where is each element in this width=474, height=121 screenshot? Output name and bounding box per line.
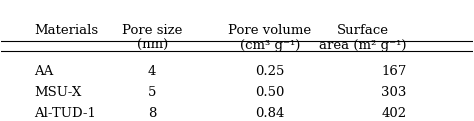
Text: 0.50: 0.50 [255, 86, 285, 99]
Text: Materials: Materials [35, 24, 99, 37]
Text: AA: AA [35, 65, 54, 79]
Text: 8: 8 [148, 107, 156, 120]
Text: 303: 303 [381, 86, 407, 99]
Text: 5: 5 [148, 86, 156, 99]
Text: Surface
area (m² g⁻¹): Surface area (m² g⁻¹) [319, 24, 407, 52]
Text: Pore size
(nm): Pore size (nm) [122, 24, 182, 52]
Text: 402: 402 [382, 107, 407, 120]
Text: 167: 167 [381, 65, 407, 79]
Text: Pore volume
(cm³ g⁻¹): Pore volume (cm³ g⁻¹) [228, 24, 311, 52]
Text: MSU-X: MSU-X [35, 86, 82, 99]
Text: 4: 4 [148, 65, 156, 79]
Text: 0.25: 0.25 [255, 65, 285, 79]
Text: 0.84: 0.84 [255, 107, 285, 120]
Text: Al-TUD-1: Al-TUD-1 [35, 107, 96, 120]
